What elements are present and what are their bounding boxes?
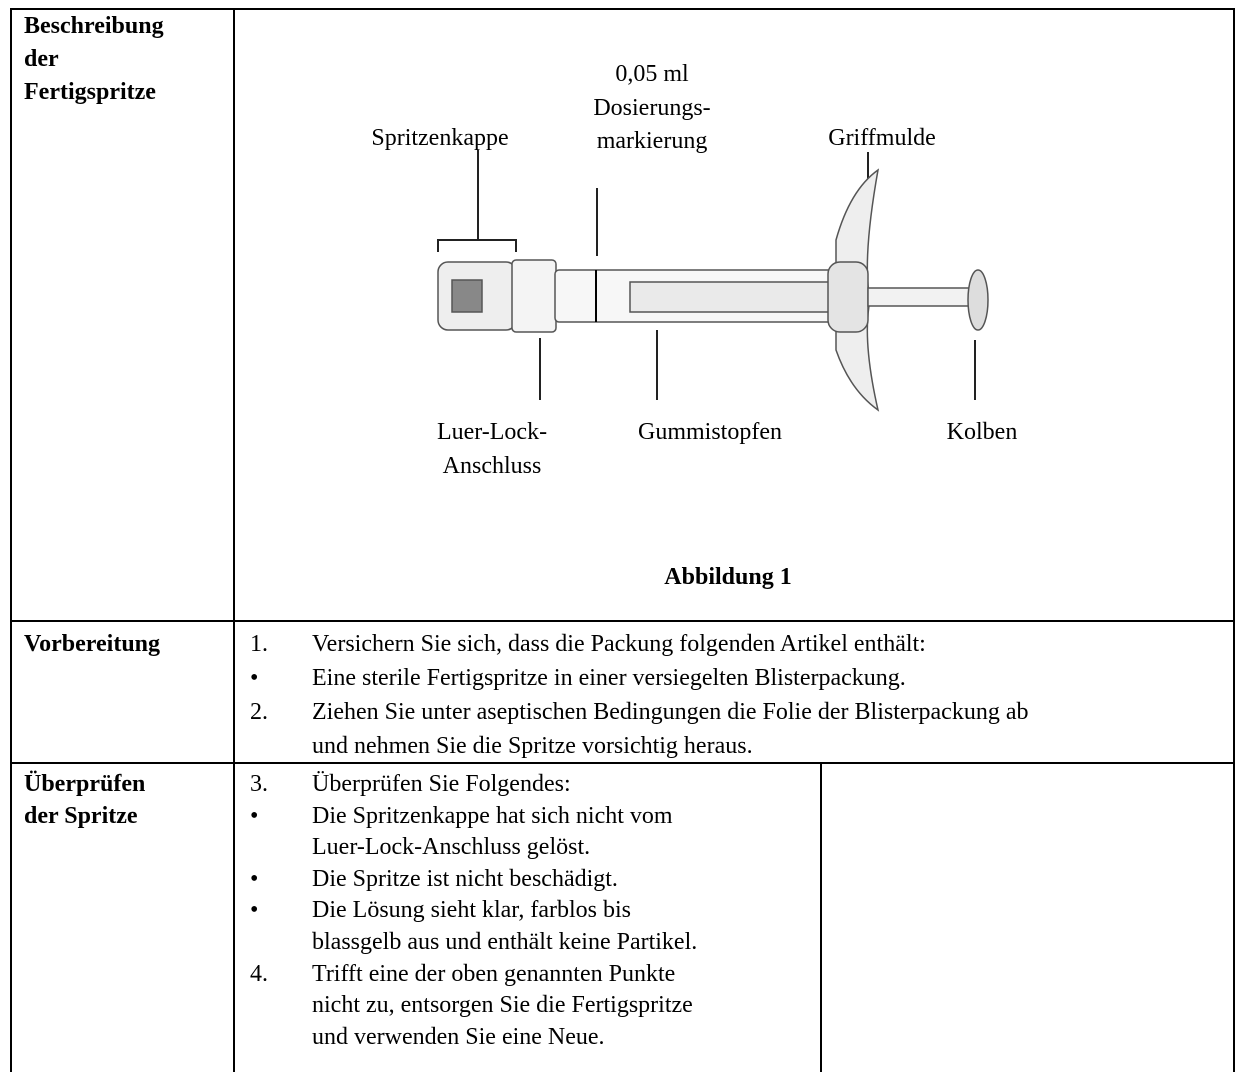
border bbox=[1233, 8, 1235, 1072]
callout-label: Dosierungs- bbox=[593, 94, 711, 121]
list-marker: 4. bbox=[250, 960, 268, 987]
list-text: Versichern Sie sich, dass die Packung fo… bbox=[312, 631, 926, 657]
callout-label: Kolben bbox=[946, 419, 1018, 445]
callout-label: 0,05 ml bbox=[615, 61, 689, 87]
callout-label: Anschluss bbox=[442, 452, 542, 479]
list-text: Ziehen Sie unter aseptischen Bedingungen… bbox=[312, 699, 1029, 725]
row-heading: Fertigspritze bbox=[24, 79, 156, 105]
callout-label: Luer-Lock- bbox=[436, 419, 548, 445]
list-text: blassgelb aus und enthält keine Partikel… bbox=[312, 929, 698, 955]
list-text: Die Lösung sieht klar, farblos bis bbox=[312, 897, 631, 924]
list-text: Die Spritze ist nicht beschädigt. bbox=[312, 865, 618, 892]
list-marker: • bbox=[250, 802, 259, 829]
list-marker: • bbox=[250, 897, 259, 924]
list-marker: • bbox=[250, 865, 259, 892]
list-marker: 3. bbox=[250, 771, 268, 797]
row-heading: Beschreibung bbox=[24, 13, 164, 39]
border bbox=[10, 620, 1235, 622]
border bbox=[10, 762, 1235, 764]
callout-label: Spritzenkappe bbox=[371, 125, 509, 151]
list-text: Luer-Lock-Anschluss gelöst. bbox=[312, 834, 591, 861]
callout-label: Gummistopfen bbox=[638, 419, 782, 445]
row-heading: der Spritze bbox=[24, 803, 138, 829]
list-text: Die Spritzenkappe hat sich nicht vom bbox=[312, 802, 673, 829]
row-heading: Überprüfen bbox=[24, 771, 146, 797]
list-text: Trifft eine der oben genannten Punkte bbox=[312, 960, 676, 987]
list-text: Eine sterile Fertigspritze in einer vers… bbox=[312, 665, 906, 691]
callout-label: markierung bbox=[596, 128, 708, 154]
list-text: nicht zu, entsorgen Sie die Fertigspritz… bbox=[312, 992, 693, 1019]
list-text: und nehmen Sie die Spritze vorsichtig he… bbox=[312, 733, 753, 759]
row-heading: der bbox=[24, 46, 59, 72]
callout-label: Griffmulde bbox=[828, 125, 936, 151]
border bbox=[10, 8, 12, 1072]
border bbox=[233, 8, 235, 1072]
figure-caption: Abbildung 1 bbox=[664, 564, 792, 590]
row-heading: Vorbereitung bbox=[24, 631, 161, 657]
list-marker: 2. bbox=[250, 699, 268, 725]
list-text: Überprüfen Sie Folgendes: bbox=[312, 771, 571, 797]
list-marker: 1. bbox=[250, 631, 268, 657]
border bbox=[820, 762, 822, 1072]
list-text: und verwenden Sie eine Neue. bbox=[312, 1023, 605, 1050]
list-marker: • bbox=[250, 665, 259, 691]
border bbox=[10, 8, 1235, 10]
